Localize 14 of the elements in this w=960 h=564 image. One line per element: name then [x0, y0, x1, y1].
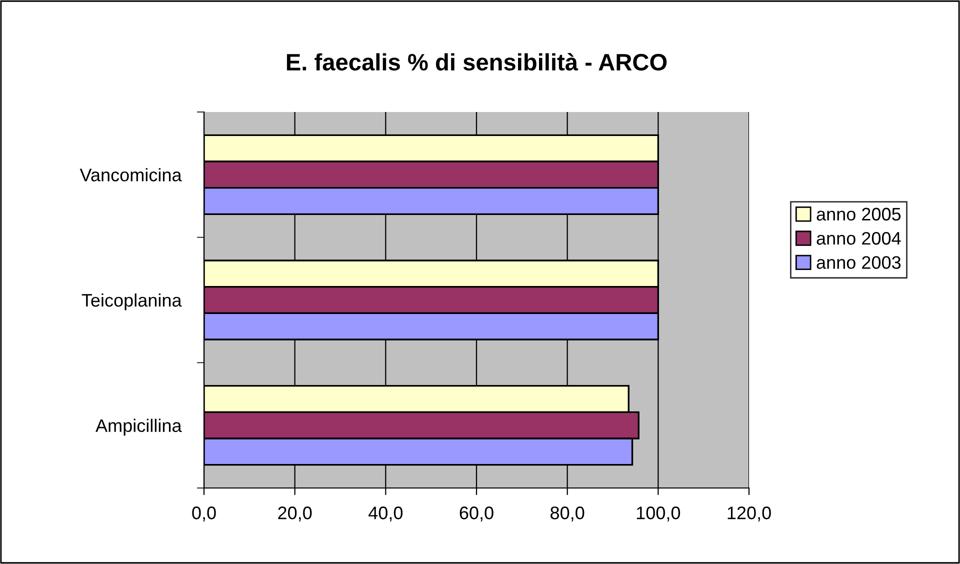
legend-label: anno 2004: [816, 232, 901, 245]
x-tick-label: 0,0: [192, 506, 216, 522]
x-tick-label: 100,0: [636, 506, 680, 522]
legend-label: anno 2005: [816, 208, 901, 221]
y-tick-label: Ampicillina: [96, 418, 182, 436]
x-tick-label: 40,0: [368, 506, 403, 522]
x-tick-label: 120,0: [728, 506, 771, 522]
y-tick-label: Vancomicina: [80, 168, 182, 182]
x-tick-label: 20,0: [278, 506, 312, 522]
legend-label: anno 2003: [816, 256, 901, 269]
x-tick-label: 80,0: [550, 506, 584, 522]
x-tick-label: 60,0: [460, 506, 494, 522]
y-tick-label: Teicoplanina: [82, 293, 182, 310]
chart-title: E. faecalis % di sensibilità - ARCO: [286, 53, 667, 71]
